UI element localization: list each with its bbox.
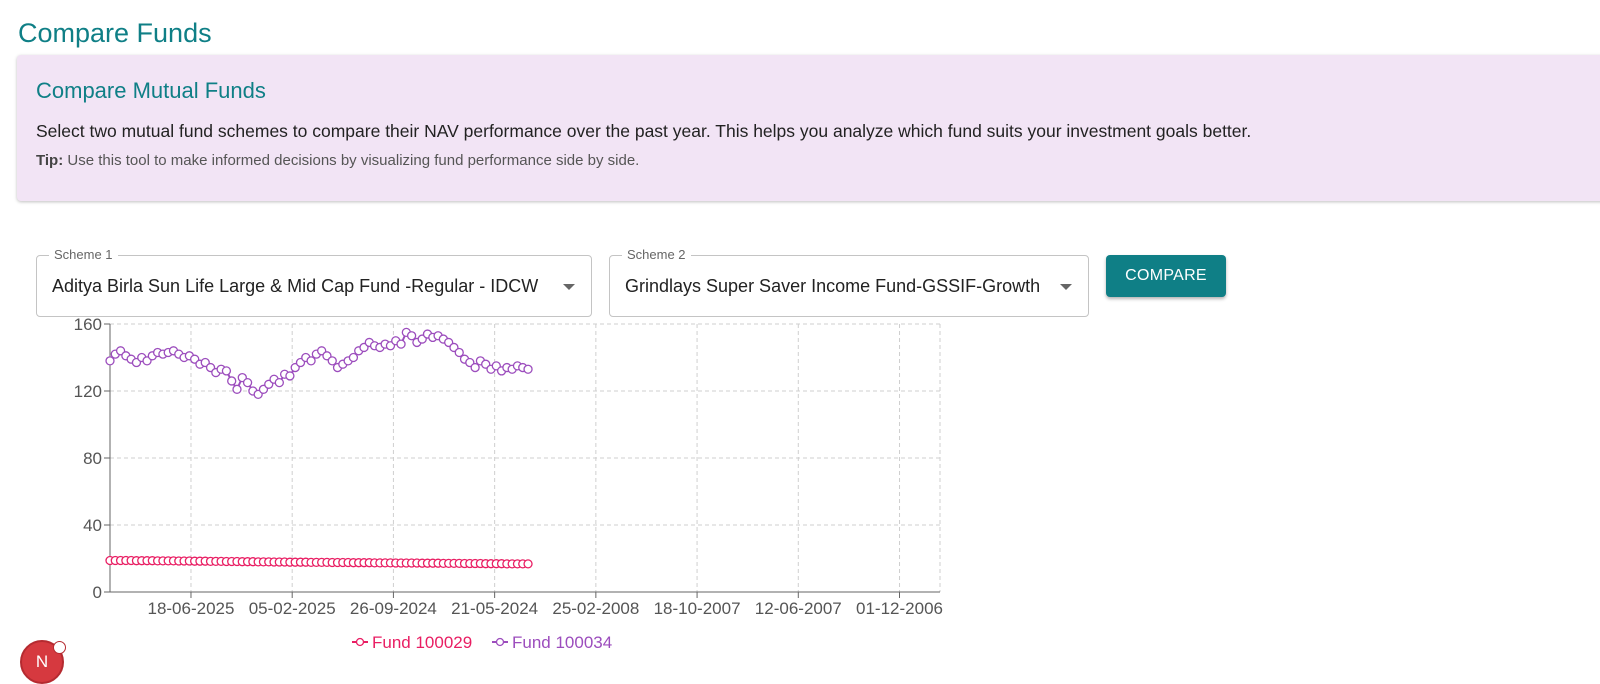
nav-comparison-chart: 0 40 80 120 160 18-06-2025 05-02-2025 26-09-202… <box>74 316 943 652</box>
y-tick-label: 120 <box>74 382 102 401</box>
data-point <box>454 347 464 358</box>
legend-marker <box>495 637 505 647</box>
data-point <box>523 559 533 569</box>
data-point <box>306 356 316 366</box>
data-point <box>348 352 359 363</box>
info-tip: Tip: Use this tool to make informed deci… <box>36 152 639 169</box>
data-point <box>327 356 337 366</box>
x-tick-label: 12-06-2007 <box>755 599 842 618</box>
info-panel: Compare Mutual Funds Select two mutual f… <box>17 55 1600 201</box>
scheme1-label: Scheme 1 <box>49 247 118 262</box>
data-point <box>221 366 232 376</box>
data-point <box>105 356 115 366</box>
y-tick-label: 40 <box>83 516 102 535</box>
x-tick-label: 01-12-2006 <box>856 599 943 618</box>
scheme1-value: Aditya Birla Sun Life Large & Mid Cap Fu… <box>52 276 539 296</box>
x-tick-label: 18-10-2007 <box>654 599 741 618</box>
chevron-down-icon <box>1060 284 1072 290</box>
y-tick-label: 80 <box>83 449 102 468</box>
legend-label: Fund 100029 <box>372 633 472 652</box>
data-point <box>242 377 253 388</box>
scheme2-select[interactable]: Scheme 2 Grindlays Super Saver Income Fu… <box>609 247 1089 317</box>
chevron-down-icon <box>563 284 575 290</box>
x-tick-label: 18-06-2025 <box>147 599 234 618</box>
tip-label: Tip: <box>36 152 64 169</box>
data-point <box>232 384 242 394</box>
scheme1-select[interactable]: Scheme 1 Aditya Birla Sun Life Large & M… <box>36 247 592 317</box>
x-tick-label: 25-02-2008 <box>552 599 639 618</box>
data-point <box>396 339 406 349</box>
notification-dot <box>53 641 66 654</box>
legend-label: Fund 100034 <box>512 633 612 652</box>
page-title: Compare Funds <box>18 18 212 48</box>
data-point <box>285 371 295 381</box>
data-point <box>274 377 284 388</box>
legend-marker <box>355 637 365 647</box>
compare-button[interactable]: COMPARE <box>1106 255 1226 297</box>
info-description: Select two mutual fund schemes to compar… <box>36 121 1252 141</box>
x-tick-label: 26-09-2024 <box>350 599 437 618</box>
y-tick-label: 160 <box>74 316 102 334</box>
data-point <box>227 376 237 386</box>
x-tick-label: 05-02-2025 <box>249 599 336 618</box>
data-point <box>523 364 533 374</box>
y-tick-label: 0 <box>93 583 102 602</box>
scheme2-value: Grindlays Super Saver Income Fund-GSSIF-… <box>625 276 1041 296</box>
data-point <box>470 362 480 373</box>
info-heading: Compare Mutual Funds <box>36 78 266 103</box>
x-tick-label: 21-05-2024 <box>451 599 538 618</box>
tip-text: Use this tool to make informed decisions… <box>63 152 640 169</box>
scheme2-label: Scheme 2 <box>622 247 691 262</box>
data-point <box>406 331 417 341</box>
